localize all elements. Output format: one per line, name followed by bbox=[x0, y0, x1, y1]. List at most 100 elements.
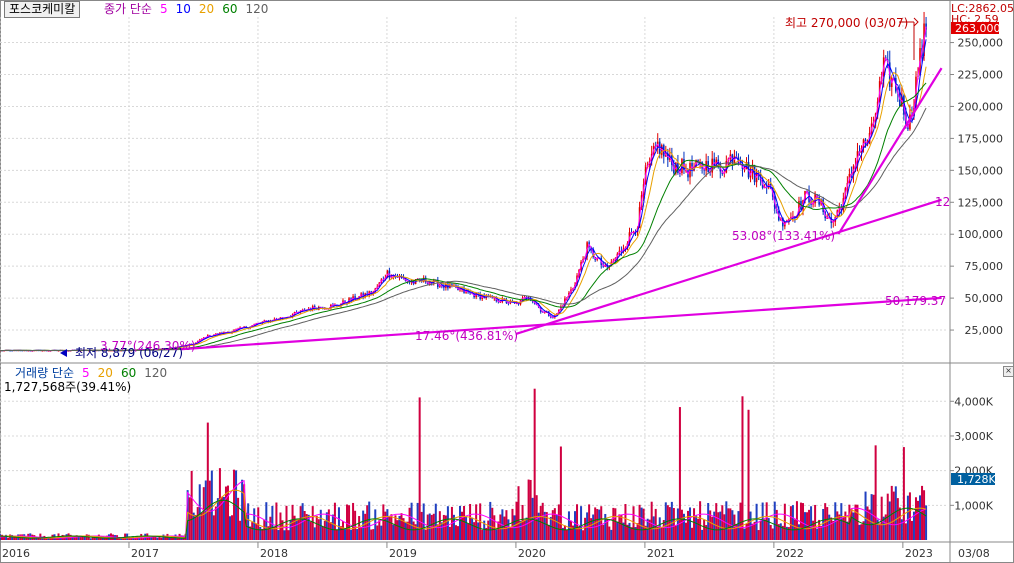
volume-bar bbox=[344, 529, 347, 540]
volume-bar bbox=[204, 480, 207, 540]
volume-bar bbox=[527, 479, 530, 540]
volume-bar bbox=[612, 507, 615, 540]
volume-bar bbox=[672, 508, 675, 540]
price-ma5-label: 5 bbox=[159, 2, 168, 16]
lc-readout: LC:2862.05 bbox=[951, 2, 1014, 15]
volume-bar bbox=[303, 511, 306, 540]
volume-bar bbox=[341, 521, 344, 540]
volume-bar bbox=[858, 524, 861, 540]
volume-bar bbox=[785, 526, 788, 540]
volume-bar bbox=[170, 537, 173, 540]
volume-bar bbox=[477, 522, 480, 540]
low-annotation: 최저 8,879 (06/27) bbox=[75, 346, 183, 360]
price-legend[interactable]: 종가 단순 5 10 20 60 120 bbox=[104, 2, 276, 17]
volume-bar bbox=[469, 503, 472, 540]
x-tick-label: 2018 bbox=[260, 547, 288, 560]
volume-bar bbox=[239, 520, 242, 540]
volume-bar bbox=[729, 508, 732, 540]
volume-bar bbox=[862, 521, 865, 540]
volume-bar bbox=[212, 515, 215, 540]
volume-bar bbox=[523, 519, 526, 540]
volume-bar bbox=[218, 468, 221, 540]
volume-bar bbox=[208, 480, 211, 540]
volume-bar bbox=[563, 525, 566, 540]
volume-bar bbox=[662, 520, 665, 540]
volume-bar bbox=[220, 496, 223, 540]
volume-bar bbox=[160, 537, 163, 540]
close-icon[interactable]: × bbox=[1003, 366, 1014, 377]
volume-bar bbox=[822, 508, 825, 540]
volume-bar bbox=[333, 502, 336, 540]
price-candle bbox=[925, 23, 927, 30]
volume-bar bbox=[200, 512, 203, 540]
price-candle bbox=[9, 350, 11, 352]
volume-bar bbox=[7, 537, 10, 540]
volume-bar bbox=[751, 523, 754, 540]
volume-bar bbox=[836, 511, 839, 540]
volume-bar bbox=[346, 504, 349, 540]
volume-bar bbox=[571, 525, 575, 540]
label-12: 12 bbox=[935, 195, 950, 209]
volume-bar bbox=[622, 522, 625, 540]
volume-bar bbox=[95, 536, 98, 540]
volume-bar bbox=[691, 527, 694, 540]
volume-bar bbox=[350, 529, 353, 540]
volume-bar bbox=[808, 509, 811, 540]
volume-bar bbox=[370, 529, 373, 540]
volume-legend[interactable]: 거래량 단순 5 20 60 120 bbox=[15, 366, 175, 381]
volume-bar bbox=[384, 511, 387, 540]
volume-bar bbox=[511, 508, 514, 540]
volume-bar bbox=[806, 512, 809, 540]
y-tick-label: 75,000 bbox=[965, 260, 1004, 273]
volume-bar bbox=[658, 517, 661, 540]
volume-bar bbox=[818, 519, 821, 540]
volume-bar bbox=[388, 516, 391, 540]
volume-bar bbox=[795, 501, 798, 540]
volume-bar bbox=[158, 537, 161, 540]
volume-bar bbox=[475, 504, 478, 540]
volume-bar bbox=[925, 505, 928, 540]
volume-bar bbox=[73, 535, 76, 540]
volume-bar bbox=[576, 504, 579, 540]
volume-bar bbox=[632, 506, 635, 540]
volume-bar bbox=[919, 495, 922, 540]
volume-bar bbox=[190, 470, 193, 540]
volume-bar bbox=[465, 517, 468, 540]
volume-bar bbox=[142, 537, 145, 540]
volume-bar bbox=[392, 524, 395, 540]
volume-bar bbox=[237, 497, 240, 540]
volume-bar bbox=[456, 526, 459, 540]
volume-legend-label: 거래량 단순 bbox=[15, 366, 75, 380]
volume-bar bbox=[830, 517, 833, 540]
volume-bar bbox=[13, 535, 16, 540]
volume-bar bbox=[896, 498, 899, 540]
volume-bar bbox=[709, 510, 712, 540]
volume-bar bbox=[541, 502, 544, 540]
volume-bar bbox=[557, 504, 560, 540]
volume-bar bbox=[850, 508, 853, 540]
price-ma60-label: 60 bbox=[222, 2, 238, 16]
current-volume-text: 1,727,568주(39.41%) bbox=[4, 380, 132, 394]
x-tick-label: 2017 bbox=[131, 547, 159, 560]
stock-name-box[interactable]: 포스코케미칼 bbox=[4, 1, 81, 18]
volume-bar bbox=[287, 530, 290, 540]
volume-bar bbox=[281, 520, 284, 540]
volume-bar bbox=[856, 504, 859, 540]
volume-bar bbox=[838, 514, 841, 540]
volume-bar bbox=[678, 407, 681, 540]
volume-bar bbox=[908, 492, 911, 540]
x-tick-label: 2020 bbox=[518, 547, 546, 560]
y-tick-label: 150,000 bbox=[958, 164, 1004, 177]
high-arrow-head bbox=[913, 17, 919, 27]
volume-bar bbox=[753, 521, 756, 540]
volume-bar bbox=[9, 534, 12, 540]
volume-bar bbox=[471, 517, 474, 540]
current-price-text: 263,000 bbox=[955, 22, 1001, 35]
volume-bar bbox=[737, 511, 740, 540]
volume-bar bbox=[491, 507, 494, 540]
volume-bar bbox=[699, 501, 702, 540]
volume-bar bbox=[434, 503, 437, 540]
volume-bar bbox=[368, 501, 371, 540]
price-legend-label: 종가 단순 bbox=[104, 2, 152, 16]
volume-bar bbox=[864, 491, 867, 540]
